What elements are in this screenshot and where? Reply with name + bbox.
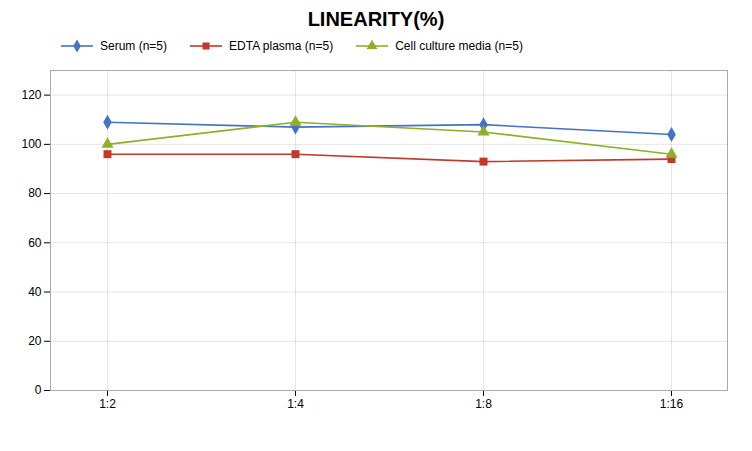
svg-text:60: 60 (28, 236, 42, 250)
svg-text:0: 0 (35, 383, 42, 397)
svg-text:120: 120 (21, 88, 41, 102)
svg-text:1:16: 1:16 (660, 397, 684, 411)
svg-text:1:4: 1:4 (287, 397, 304, 411)
svg-text:1:8: 1:8 (475, 397, 492, 411)
html-text:EDTA plasma (n=5): EDTA plasma (n=5) (229, 39, 334, 53)
svg-text:100: 100 (21, 137, 41, 151)
svg-text:80: 80 (28, 186, 42, 200)
svg-text:1:2: 1:2 (99, 397, 116, 411)
html-text:Serum (n=5): Serum (n=5) (100, 39, 167, 53)
html-text:Cell culture media (n=5): Cell culture media (n=5) (395, 39, 523, 53)
html-text:LINEARITY(%): LINEARITY(%) (307, 8, 445, 30)
svg-text:20: 20 (28, 334, 42, 348)
svg-text:40: 40 (28, 285, 42, 299)
